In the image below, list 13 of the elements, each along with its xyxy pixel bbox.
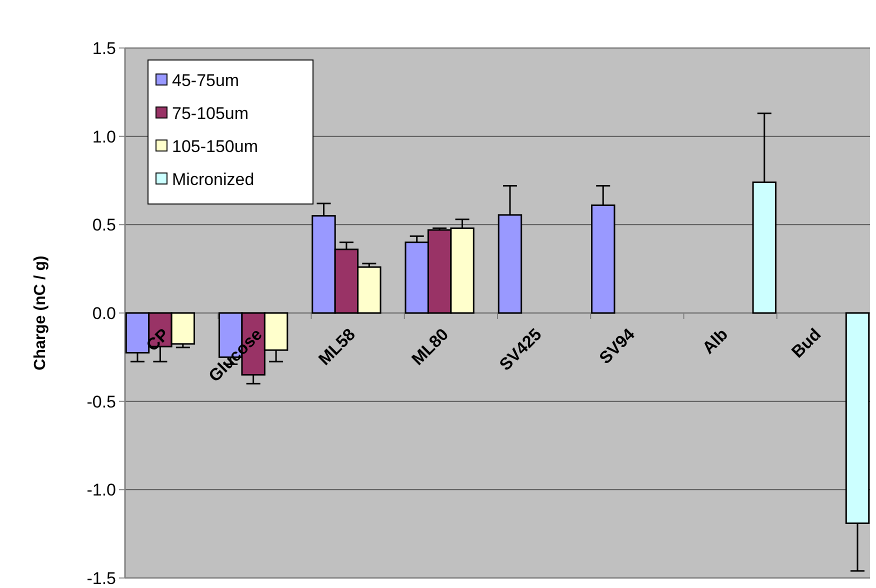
y-axis-title: Charge (nC / g) (32, 256, 49, 370)
y-tick-label: -1.0 (86, 480, 116, 500)
x-tick-label: Alb (698, 324, 732, 358)
y-tick-label: 1.5 (92, 38, 116, 58)
legend-label: 75-105um (172, 104, 249, 123)
y-tick-label: 0.5 (92, 216, 116, 235)
y-tick-label: -1.5 (86, 568, 116, 588)
legend-label: Micronized (172, 170, 254, 189)
legend-label: 105-150um (172, 136, 258, 156)
y-tick-label: 0.0 (92, 304, 116, 323)
legend-label: 45-75um (172, 70, 240, 90)
y-tick-label: 1.0 (92, 127, 116, 146)
y-tick-label: -0.5 (86, 392, 116, 412)
